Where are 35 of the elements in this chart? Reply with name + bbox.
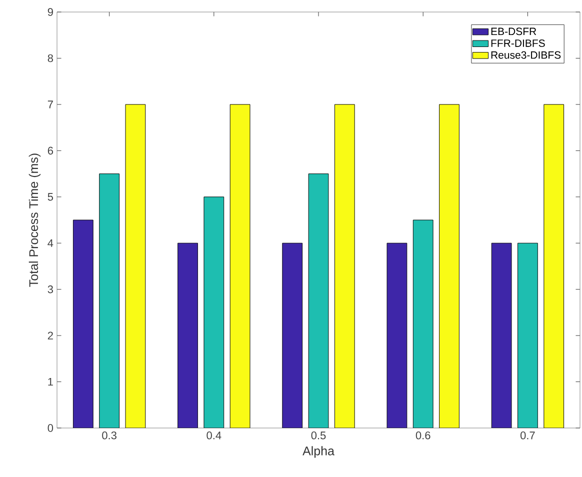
bar [99,174,120,428]
y-tick-label: 1 [48,378,53,386]
bar [386,242,408,428]
x-tick-label: 0.4 [206,432,222,440]
y-axis-title: Total Process Time (ms) [28,154,41,287]
x-tick-label: 0.6 [416,432,430,440]
bar [125,104,146,428]
y-tick-label: 9 [48,8,53,16]
x-tick-label: 0.3 [102,432,116,440]
y-tick-label: 7 [48,100,53,108]
bar [491,242,512,428]
bar [72,220,94,428]
bar [518,242,538,428]
bar [412,220,434,428]
x-tick-label: 0.5 [311,432,326,440]
x-tick-label: 0.7 [520,432,535,440]
x-axis-title: Alpha [302,446,334,458]
legend-label: FFR-DIBFS [491,39,545,47]
y-tick-label: 4 [48,239,54,247]
y-tick-label: 3 [48,285,54,294]
bar [334,104,355,428]
bar [178,242,198,428]
bar [544,104,564,428]
legend-label: EB-DSFR [491,28,536,36]
y-tick-label: 2 [48,332,53,340]
bar [308,174,329,428]
y-tick-label: 8 [48,54,54,62]
y-tick-label: 5 [48,193,54,201]
legend-label: Reuse3-DIBFS [491,51,561,59]
bar [282,242,303,428]
bar [439,104,460,428]
bar [204,196,224,428]
bar [230,104,250,428]
y-tick-label: 0 [48,424,54,432]
y-tick-label: 6 [48,146,54,155]
